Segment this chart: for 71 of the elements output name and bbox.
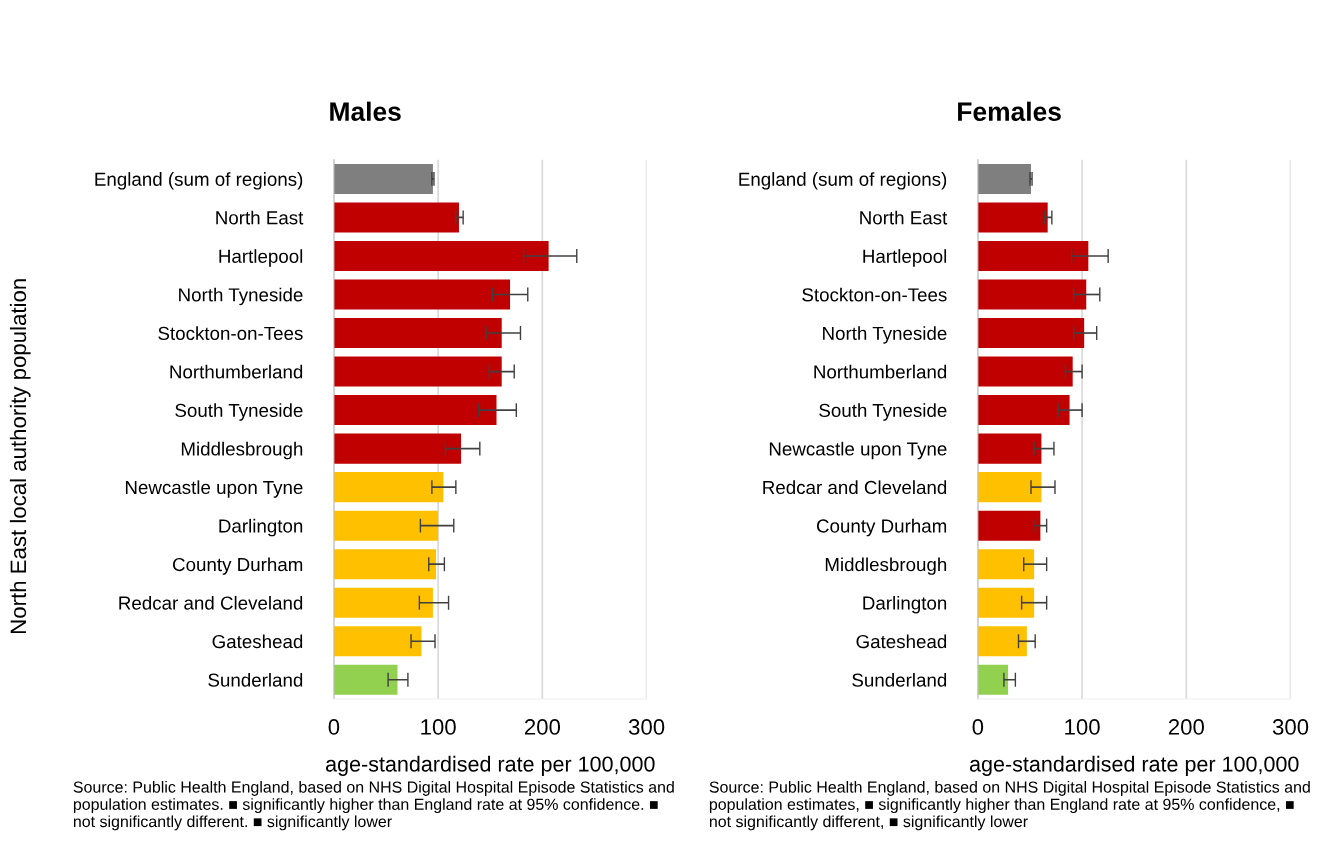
bar xyxy=(977,472,1042,503)
y-tick-label: Sunderland xyxy=(852,672,947,687)
x-tick-label: 200 xyxy=(524,719,561,735)
y-tick-label: Darlington xyxy=(863,595,947,614)
y-tick-label: South Tyneside xyxy=(175,403,303,421)
y-tick-label: Redcar and Cleveland xyxy=(119,595,303,610)
y-tick-label: County Durham xyxy=(173,557,303,575)
y-tick-label: Gateshead xyxy=(856,634,947,649)
bar xyxy=(333,163,433,194)
x-tick-label: 0 xyxy=(328,719,340,735)
y-tick-label: Hartlepool xyxy=(863,249,947,267)
y-tick-label: Middlesbrough xyxy=(825,557,947,575)
bar xyxy=(333,356,502,387)
y-tick-label: Darlington xyxy=(219,518,303,537)
bar xyxy=(977,664,1009,695)
bar xyxy=(977,202,1048,233)
bar xyxy=(977,356,1073,387)
y-tick-label: Northumberland xyxy=(170,364,303,379)
bar xyxy=(333,510,439,541)
bar xyxy=(333,433,462,464)
x-tick-label: 200 xyxy=(1168,719,1204,735)
y-tick-label: Redcar and Cleveland xyxy=(763,480,947,495)
chart-title: Females xyxy=(958,101,1061,122)
source-note: Source: Public Health England, based on NHS Digital Hospital Episode Statistics and population estimates. ■ significantly higher than England rate at 95% confidence. ■ not significantly different. ■ significantly lower xyxy=(73,781,674,831)
source-note: Source: Public Health England, based on NHS Digital Hospital Episode Statistics and population estimates, ■ significantly higher than England rate at 95% confidence, ■ not significantly different, ■ significantly lower xyxy=(709,781,1310,831)
bar xyxy=(977,433,1042,464)
bar xyxy=(333,202,459,233)
y-tick-label: Northumberland xyxy=(814,364,947,379)
y-tick-label: England (sum of regions) xyxy=(95,172,303,190)
y-tick-label: South Tyneside xyxy=(819,403,947,421)
y-tick-label: Hartlepool xyxy=(219,249,303,267)
x-axis-title: age-standardised rate per 100,000 xyxy=(969,755,1299,776)
y-tick-label: Sunderland xyxy=(208,672,303,687)
y-tick-label: Newcastle upon Tyne xyxy=(125,480,303,498)
bar xyxy=(333,279,511,310)
y-tick-label: Stockton-on-Tees xyxy=(802,287,947,302)
y-tick-label: North Tyneside xyxy=(179,287,303,306)
y-tick-label: Gateshead xyxy=(212,634,303,649)
bar xyxy=(333,626,422,657)
y-tick-label: North Tyneside xyxy=(823,326,947,344)
bar xyxy=(333,549,437,580)
bar xyxy=(333,664,398,695)
bar xyxy=(333,472,444,503)
bar xyxy=(977,240,1089,271)
y-tick-label: County Durham xyxy=(816,518,947,537)
bar xyxy=(977,626,1027,657)
bar xyxy=(977,395,1070,426)
bar xyxy=(977,279,1087,310)
bar xyxy=(977,318,1085,349)
bar xyxy=(977,549,1035,580)
bar xyxy=(977,163,1032,194)
x-tick-label: 100 xyxy=(421,719,456,735)
x-tick-label: 300 xyxy=(1272,719,1309,735)
y-tick-label: Newcastle upon Tyne xyxy=(769,441,947,460)
y-tick-label: Middlesbrough xyxy=(181,441,303,460)
x-tick-label: 0 xyxy=(972,719,984,735)
bar xyxy=(333,587,433,618)
bar xyxy=(977,510,1041,541)
bar xyxy=(333,395,497,426)
y-axis-title: North East local authority population xyxy=(9,279,31,633)
y-tick-label: North East xyxy=(860,210,948,225)
y-tick-label: England (sum of regions) xyxy=(739,172,947,190)
bar xyxy=(977,587,1035,618)
chart-title: Males xyxy=(330,101,401,122)
bar xyxy=(333,240,549,271)
x-tick-label: 100 xyxy=(1065,719,1100,735)
y-tick-label: North East xyxy=(216,210,304,225)
x-tick-label: 300 xyxy=(628,719,665,735)
x-axis-title: age-standardised rate per 100,000 xyxy=(326,755,655,776)
y-tick-label: Stockton-on-Tees xyxy=(158,326,303,340)
bar xyxy=(333,318,502,349)
